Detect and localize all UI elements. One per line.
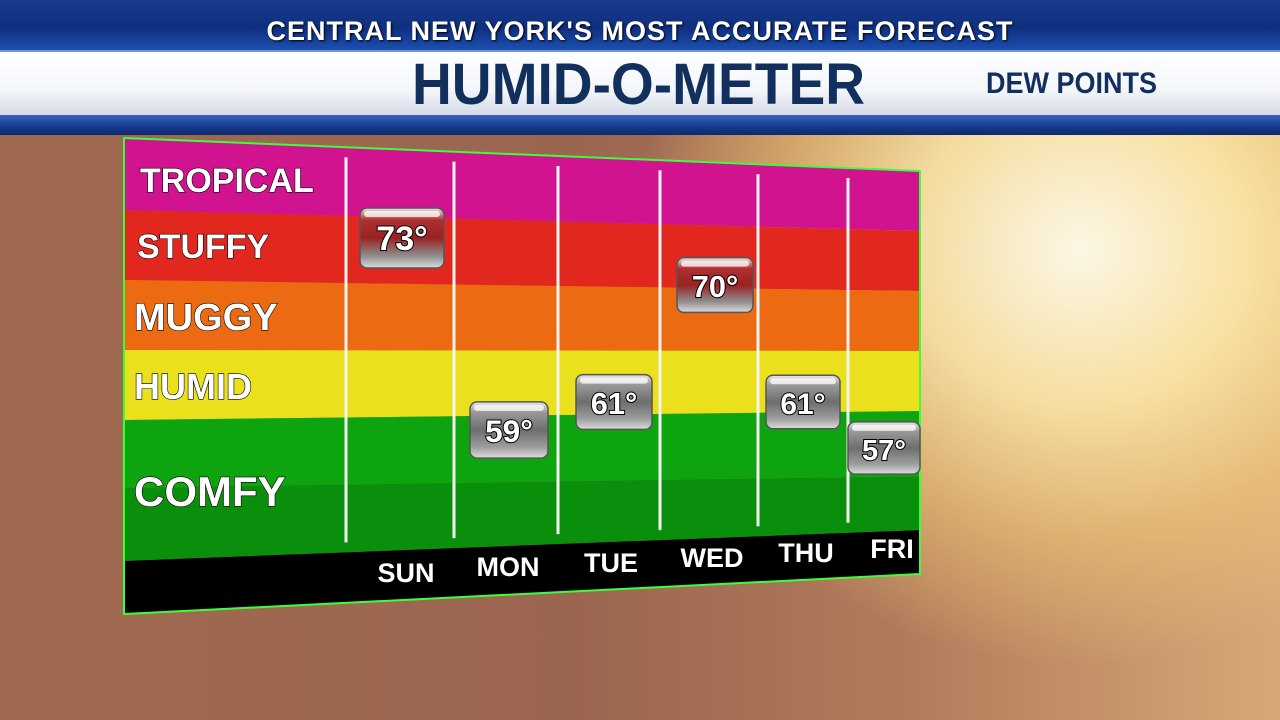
tagline-strip [0,0,1280,52]
dew-point-marker-mon: 59° [469,401,549,459]
category-labels: TROPICAL STUFFY MUGGY HUMID COMFY [133,161,314,515]
category-label-stuffy: STUFFY [137,228,270,266]
day-label-wed: WED [681,543,744,573]
glass-icon [575,373,653,431]
glass-rim [681,260,749,267]
dew-point-value: 61° [591,386,638,421]
day-dividers [344,157,850,543]
band-comfy-lower [124,476,920,561]
category-label-tropical: TROPICAL [140,162,314,200]
title-bar [0,52,1280,115]
day-label-sun: SUN [377,558,434,588]
dew-point-value: 61° [780,388,825,421]
glass-rim [474,404,544,411]
glass-rim [364,211,440,217]
subtitle: DEW POINTS [986,67,1158,100]
category-label-humid: HUMID [134,366,252,407]
glass-rim [770,378,836,385]
day-label-tue: TUE [584,548,638,578]
category-label-muggy: MUGGY [134,297,278,339]
dew-point-value: 73° [376,220,427,258]
glass-icon [359,207,445,269]
page-title: HUMID-O-METER [412,52,866,117]
glass-rim [580,377,648,384]
dew-point-marker-tue: 61° [575,373,653,431]
header-banner: CENTRAL NEW YORK'S MOST ACCURATE FORECAS… [0,0,1280,135]
day-label-thu: THU [778,538,834,568]
day-labels: SUN MON TUE WED THU FRI [377,534,913,588]
tagline: CENTRAL NEW YORK'S MOST ACCURATE FORECAS… [266,16,1014,46]
glass-icon [676,256,754,314]
day-label-mon: MON [477,552,540,582]
day-label-fri: FRI [870,534,914,564]
dew-point-markers: 73° 59° 61° 70° 61° 57° [359,207,921,475]
dew-point-value: 70° [692,269,739,304]
header-bottom-strip [0,115,1280,135]
glass-icon [765,374,841,430]
dew-point-marker-thu: 61° [765,374,841,430]
chart-frame [123,137,921,615]
dew-point-marker-wed: 70° [676,256,754,314]
band-humid [124,350,920,420]
glass-icon [847,421,921,475]
dew-point-value: 59° [485,413,533,449]
glass-icon [469,401,549,459]
dew-point-value: 57° [862,435,906,467]
dew-point-marker-sun: 73° [359,207,445,269]
day-label-bar [124,530,920,614]
glass-rim [852,424,916,431]
band-tropical [124,138,920,231]
dew-point-marker-fri: 57° [847,421,921,475]
category-label-comfy: COMFY [134,468,286,515]
